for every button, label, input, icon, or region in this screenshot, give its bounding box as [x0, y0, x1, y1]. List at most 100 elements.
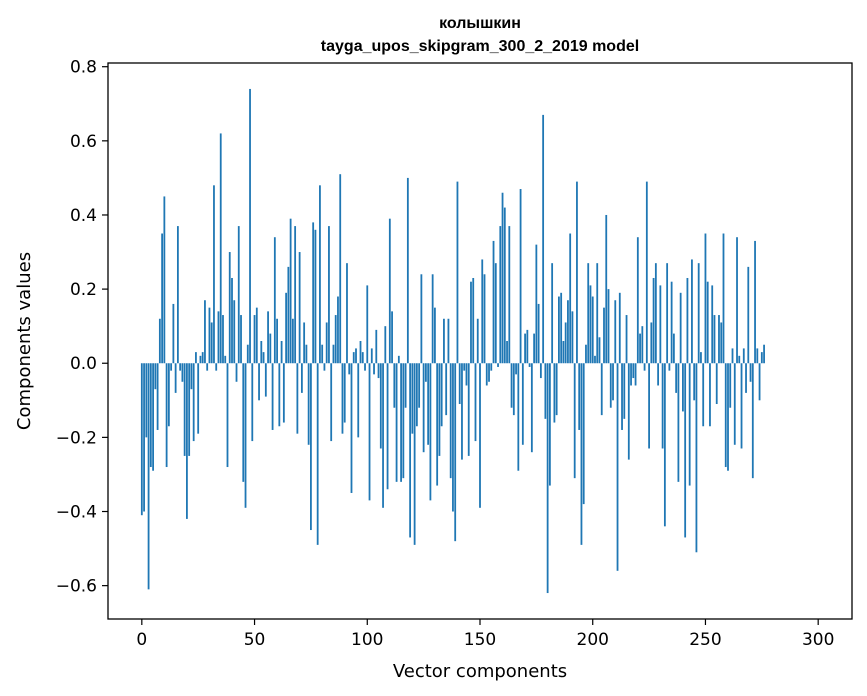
bar: [235, 363, 238, 382]
bar: [145, 363, 148, 438]
bar: [222, 315, 224, 364]
bar: [181, 363, 184, 382]
bar: [596, 263, 599, 364]
bar: [346, 263, 348, 364]
bar: [594, 355, 596, 364]
bar: [456, 181, 459, 364]
bar: [195, 352, 197, 364]
bar: [386, 363, 389, 490]
bar: [621, 363, 623, 430]
x-tick-label: 250: [689, 630, 721, 650]
bar: [445, 363, 448, 416]
bar: [204, 300, 206, 364]
bar: [751, 363, 754, 479]
bar: [463, 363, 466, 371]
bar: [316, 363, 319, 545]
bar: [627, 363, 630, 460]
bar: [199, 355, 202, 364]
bar: [713, 315, 716, 364]
bar: [569, 233, 572, 364]
bar: [249, 88, 251, 364]
bar: [704, 233, 707, 364]
bar: [553, 363, 556, 423]
bar: [749, 363, 752, 382]
bar: [325, 322, 328, 364]
bar: [190, 363, 193, 390]
bar: [321, 344, 324, 364]
bar: [639, 333, 641, 364]
bar: [519, 189, 522, 364]
bar: [152, 363, 154, 471]
bar: [172, 303, 175, 364]
bar: [503, 207, 506, 364]
bar: [682, 363, 684, 412]
bar: [271, 363, 274, 430]
bar: [158, 318, 161, 364]
bar: [303, 322, 306, 364]
bar: [438, 363, 441, 456]
bar: [645, 181, 648, 364]
y-tick-label: −0.2: [56, 428, 97, 448]
bar: [413, 363, 416, 545]
bar: [636, 237, 639, 364]
bar: [483, 274, 486, 364]
bar: [632, 363, 635, 379]
bar: [573, 363, 576, 479]
bar: [472, 277, 475, 364]
y-tick-label: 0.6: [70, 132, 97, 152]
bar: [393, 363, 396, 408]
bar: [485, 363, 488, 386]
bar: [226, 363, 229, 468]
bar: [736, 237, 738, 364]
bar: [213, 185, 215, 364]
y-tick-label: 0.0: [70, 354, 97, 374]
x-tick-label: 0: [136, 630, 147, 650]
x-tick-label: 200: [577, 630, 609, 650]
bar: [404, 363, 407, 408]
bar: [355, 348, 357, 364]
bar: [167, 363, 170, 427]
bar: [558, 296, 560, 364]
bar: [501, 192, 504, 364]
bar: [715, 363, 718, 405]
bar: [548, 363, 551, 486]
bar: [679, 292, 682, 364]
bar: [643, 363, 646, 371]
bar: [668, 363, 671, 371]
bar: [147, 363, 150, 590]
bar: [481, 259, 484, 364]
bar: [535, 244, 538, 364]
bar: [706, 281, 709, 364]
bar: [373, 363, 375, 375]
bar: [307, 363, 310, 445]
bar-series: [140, 88, 765, 594]
bar: [264, 363, 267, 397]
bar: [497, 363, 499, 367]
bar: [654, 263, 657, 364]
bar: [697, 263, 700, 364]
bar: [616, 363, 619, 571]
bar: [724, 363, 727, 468]
bar: [323, 363, 326, 371]
bar: [688, 363, 691, 486]
bar: [188, 363, 191, 456]
bar: [521, 363, 524, 445]
y-tick-label: 0.4: [70, 206, 97, 226]
bar: [176, 226, 179, 364]
bar: [465, 363, 468, 386]
bar: [300, 363, 303, 393]
x-tick-label: 150: [464, 630, 496, 650]
y-tick-label: −0.6: [56, 577, 97, 597]
bar: [526, 329, 529, 364]
bar: [614, 300, 617, 364]
bar: [397, 355, 400, 364]
bar: [663, 363, 666, 527]
bar: [578, 363, 581, 430]
bar: [641, 326, 644, 364]
bar: [420, 274, 423, 364]
bar: [436, 363, 439, 486]
bar: [255, 307, 258, 364]
bar: [237, 226, 240, 364]
bar: [587, 263, 590, 364]
bar: [580, 363, 583, 545]
